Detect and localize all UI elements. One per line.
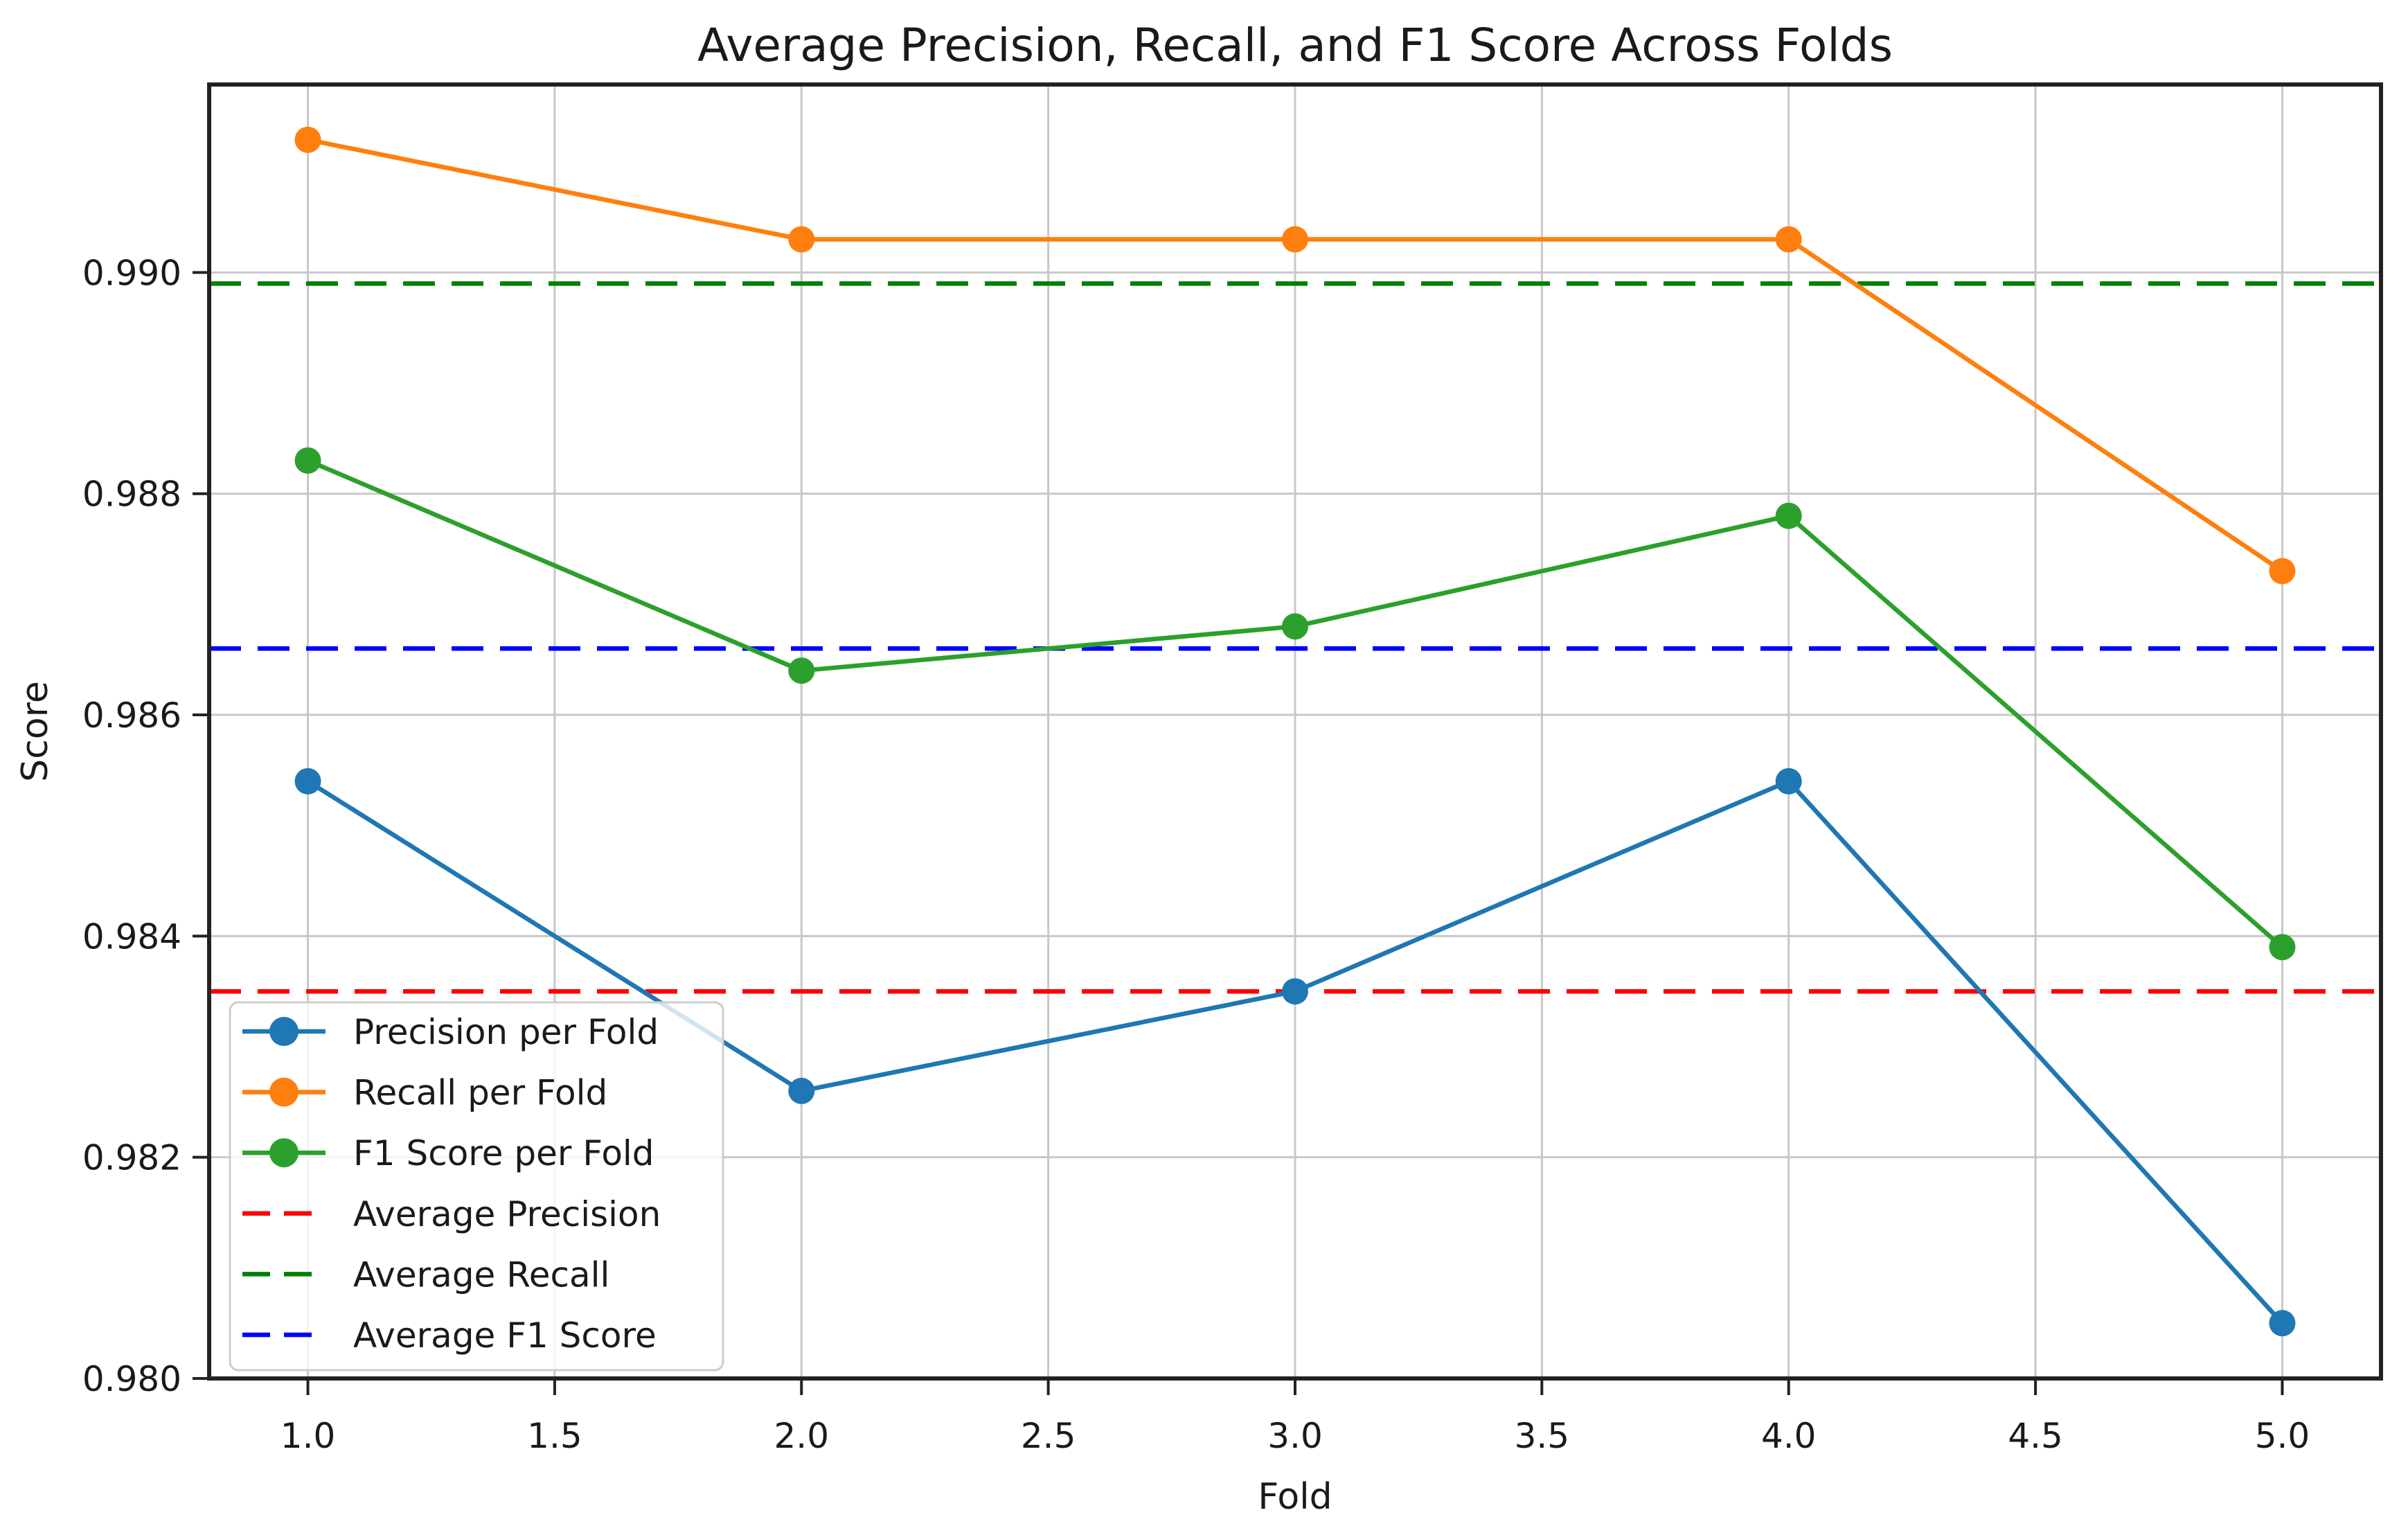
legend: Precision per Fold Recall per Fold F1 Scor… bbox=[229, 1001, 724, 1372]
legend-label: Average Recall bbox=[353, 1254, 609, 1295]
x-tick-label: 4.5 bbox=[2008, 1416, 2063, 1456]
y-axis-label: Score bbox=[15, 681, 56, 782]
y-tick-label: 0.980 bbox=[82, 1359, 181, 1399]
legend-label: Average Precision bbox=[353, 1194, 661, 1234]
x-tick-label: 2.0 bbox=[774, 1416, 830, 1456]
data-point-marker bbox=[294, 447, 321, 474]
data-point-marker bbox=[1282, 978, 1308, 1005]
x-tick-label: 3.0 bbox=[1267, 1416, 1323, 1456]
data-point-marker bbox=[788, 657, 815, 684]
x-tick-label: 1.5 bbox=[527, 1416, 582, 1456]
data-point-marker bbox=[2269, 934, 2296, 961]
data-point-marker bbox=[788, 1077, 815, 1104]
data-point-marker bbox=[294, 126, 321, 153]
data-point-markers bbox=[294, 126, 2296, 1337]
data-point-marker bbox=[788, 226, 815, 253]
y-tick-label: 0.988 bbox=[82, 474, 181, 515]
x-tick-label: 1.0 bbox=[280, 1416, 336, 1456]
data-point-marker bbox=[1282, 613, 1308, 640]
data-point-marker bbox=[294, 768, 321, 795]
x-tick-label: 5.0 bbox=[2255, 1416, 2310, 1456]
legend-label: Precision per Fold bbox=[353, 1012, 659, 1052]
x-tick-label: 4.0 bbox=[1761, 1416, 1817, 1456]
tick-labels: 1.0 1.5 2.0 2.5 3.0 3.5 4.0 4.5 5.0 0.980 0.982 0.9… bbox=[82, 253, 2310, 1456]
data-point-marker bbox=[1775, 768, 1802, 795]
y-tick-label: 0.986 bbox=[82, 695, 181, 736]
x-axis-label: Fold bbox=[1258, 1476, 1332, 1517]
legend-swatch-marker bbox=[269, 1077, 298, 1107]
legend-label: Recall per Fold bbox=[353, 1073, 607, 1113]
plot-frame bbox=[207, 82, 2383, 1381]
chart-title: Average Precision, Recall, and F1 Score … bbox=[697, 19, 1893, 72]
x-tick-label: 2.5 bbox=[1021, 1416, 1076, 1456]
data-point-marker bbox=[2269, 1310, 2296, 1337]
data-point-marker bbox=[1282, 226, 1308, 253]
y-tick-label: 0.984 bbox=[82, 916, 181, 957]
axes bbox=[193, 82, 2383, 1395]
legend-label: F1 Score per Fold bbox=[353, 1133, 654, 1173]
data-point-marker bbox=[2269, 558, 2296, 585]
legend-label: Average F1 Score bbox=[353, 1315, 657, 1356]
x-tick-label: 3.5 bbox=[1515, 1416, 1570, 1456]
legend-swatch-marker bbox=[269, 1138, 298, 1168]
y-tick-label: 0.982 bbox=[82, 1138, 181, 1178]
y-tick-label: 0.990 bbox=[82, 253, 181, 293]
data-point-marker bbox=[1775, 502, 1802, 529]
data-point-marker bbox=[1775, 226, 1802, 253]
legend-box bbox=[229, 1001, 724, 1372]
legend-swatch-marker bbox=[269, 1017, 298, 1046]
